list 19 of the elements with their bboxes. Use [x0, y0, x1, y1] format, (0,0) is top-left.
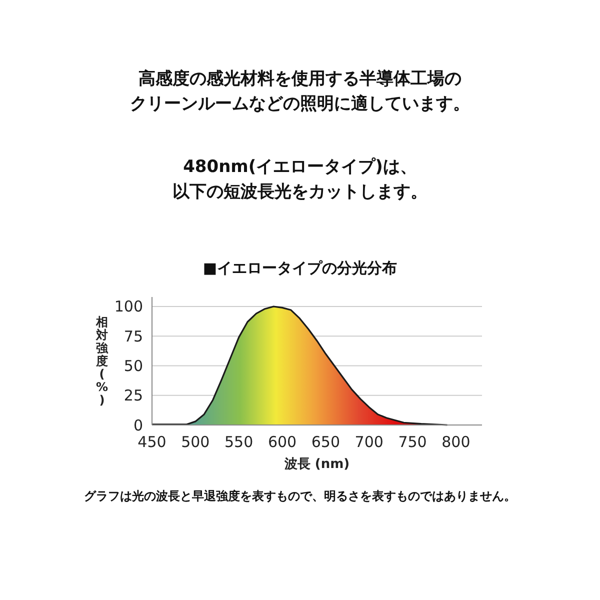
x-tick-label: 800 [442, 433, 470, 451]
y-tick-label: 25 [124, 386, 143, 405]
y-axis-title: 相対強度(%) [95, 315, 109, 408]
x-tick-label: 450 [138, 433, 166, 451]
text: グラフは光の波長と早退強度を表すもので、明るさを表すものではありません。 [84, 489, 516, 503]
x-tick-label: 550 [224, 433, 254, 451]
text: 高感度の感光材料を使用する半導体工場のクリーンルームなどの照明に適しています。 [130, 69, 470, 114]
x-tick-label: 700 [354, 433, 384, 451]
x-tick-label: 750 [398, 433, 427, 451]
x-tick-label: 600 [268, 433, 297, 451]
text: 480nm(イエロータイプ)は、以下の短波長光をカットします。 [172, 157, 428, 202]
y-tick-label: 100 [114, 298, 143, 316]
x-tick-label: 650 [311, 433, 340, 451]
chart-title: ■イエロータイプの分光分布 [202, 259, 398, 277]
y-tick-label: 75 [124, 327, 143, 346]
y-tick-label: 50 [124, 356, 143, 375]
x-tick-label: 500 [181, 433, 210, 451]
y-tick-label: 0 [133, 416, 143, 434]
x-axis-title: 波長 (nm) [283, 457, 350, 472]
